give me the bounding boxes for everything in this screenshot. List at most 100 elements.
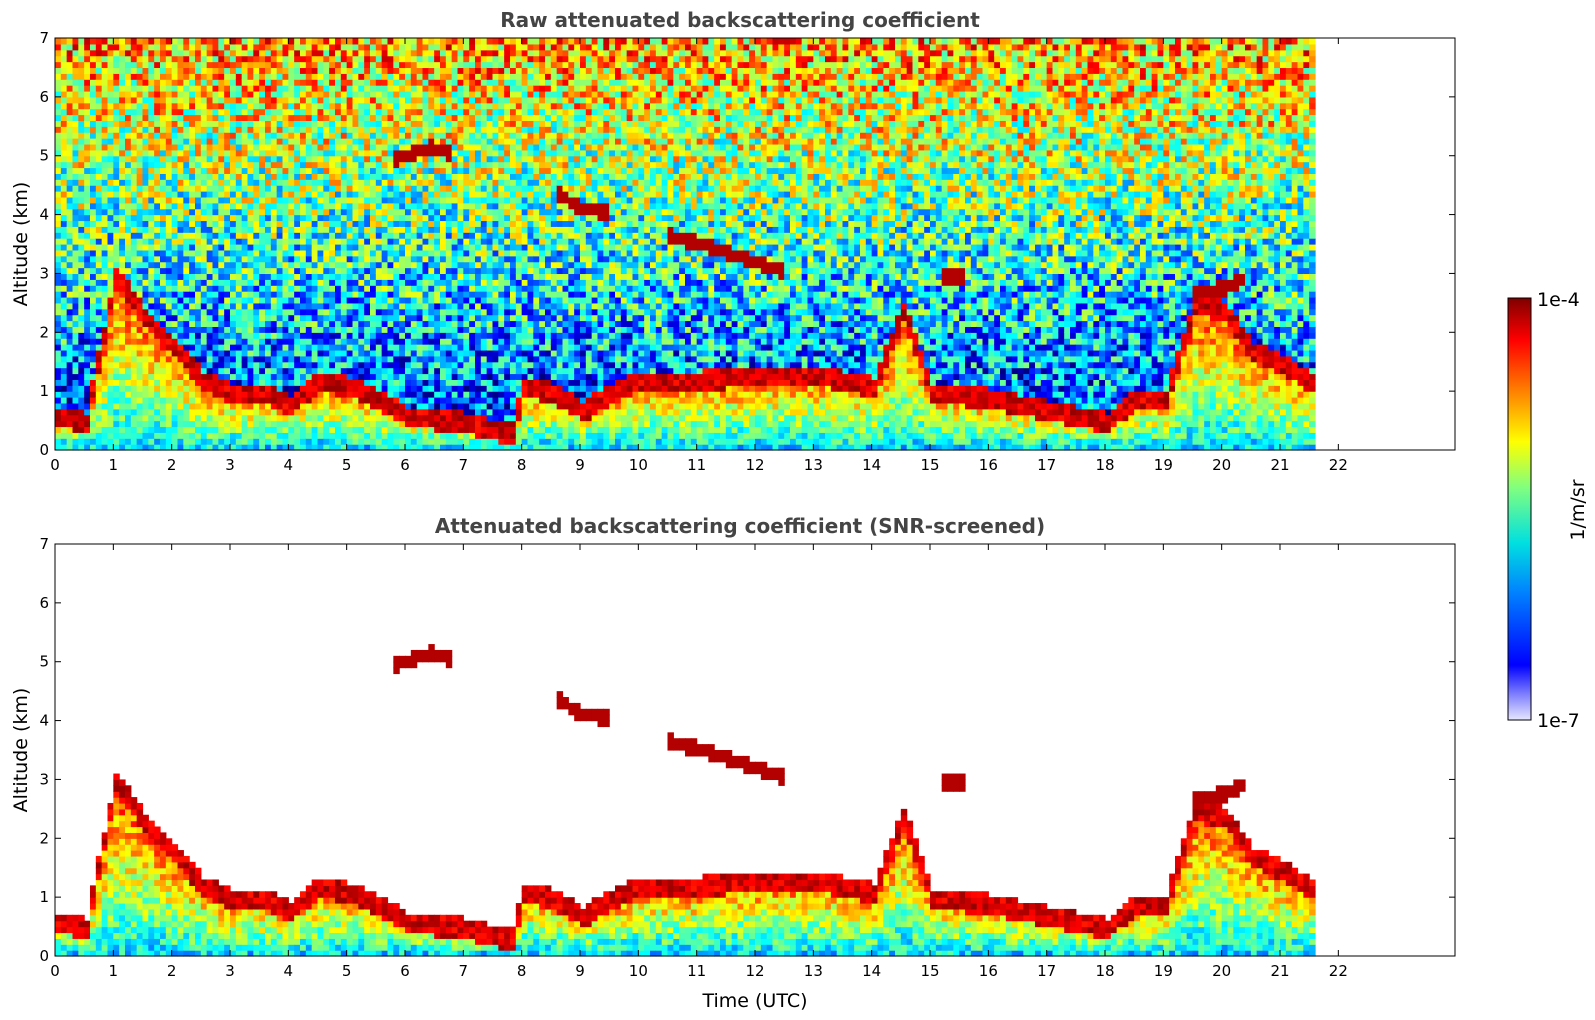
heatmap-cell [102, 56, 108, 62]
heatmap-cell [353, 321, 359, 327]
heatmap-cell [166, 273, 172, 279]
heatmap-cell [306, 167, 312, 173]
heatmap-cell [201, 97, 207, 103]
heatmap-cell [96, 256, 102, 262]
heatmap-cell [218, 244, 224, 250]
heatmap-cell [288, 44, 294, 50]
heatmap-cell [428, 285, 434, 291]
heatmap-cell [178, 238, 184, 244]
heatmap-cell [452, 397, 458, 403]
heatmap-cell [370, 238, 376, 244]
heatmap-cell [61, 220, 67, 226]
heatmap-cell [382, 244, 388, 250]
heatmap-cell [446, 403, 452, 409]
heatmap-cell [458, 50, 464, 56]
heatmap-cell [288, 109, 294, 115]
heatmap-cell [55, 44, 61, 50]
heatmap-cell [119, 150, 125, 156]
heatmap-cell [253, 256, 259, 262]
heatmap-cell [393, 397, 399, 403]
heatmap-cell [259, 56, 265, 62]
heatmap-cell [341, 44, 347, 50]
heatmap-cell [189, 250, 195, 256]
heatmap-cell [84, 385, 90, 391]
heatmap-cell [230, 432, 236, 438]
heatmap-cell [347, 373, 353, 379]
heatmap-cell [90, 332, 96, 338]
heatmap-cell [213, 103, 219, 109]
heatmap-cell [376, 138, 382, 144]
heatmap-cell [417, 326, 423, 332]
heatmap-cell [67, 209, 73, 215]
heatmap-cell [446, 356, 452, 362]
heatmap-cell [166, 256, 172, 262]
heatmap-cell [224, 209, 230, 215]
heatmap-cell [160, 309, 166, 315]
heatmap-cell [294, 332, 300, 338]
heatmap-cell [131, 238, 137, 244]
heatmap-cell [172, 338, 178, 344]
heatmap-cell [283, 326, 289, 332]
heatmap-cell [55, 285, 61, 291]
heatmap-cell [259, 144, 265, 150]
heatmap-cell [382, 432, 388, 438]
heatmap-cell [458, 179, 464, 185]
heatmap-cell [84, 438, 90, 444]
heatmap-cell [423, 379, 429, 385]
heatmap-cell [388, 91, 394, 97]
heatmap-cell [428, 226, 434, 232]
heatmap-cell [125, 356, 131, 362]
heatmap-cell [458, 85, 464, 91]
heatmap-cell [370, 197, 376, 203]
heatmap-cell [288, 238, 294, 244]
heatmap-cell [172, 120, 178, 126]
heatmap-cell [452, 403, 458, 409]
heatmap-cell [259, 197, 265, 203]
heatmap-cell [213, 279, 219, 285]
heatmap-cell [353, 315, 359, 321]
heatmap-cell [259, 138, 265, 144]
heatmap-cell [294, 256, 300, 262]
heatmap-cell [160, 344, 166, 350]
heatmap-cell [347, 197, 353, 203]
heatmap-cell [201, 162, 207, 168]
heatmap-cell [154, 421, 160, 427]
heatmap-cell [248, 415, 254, 421]
heatmap-cell [318, 215, 324, 221]
heatmap-cell [172, 273, 178, 279]
heatmap-cell [259, 191, 265, 197]
heatmap-cell [271, 85, 277, 91]
heatmap-cell [218, 321, 224, 327]
heatmap-cell [213, 67, 219, 73]
heatmap-cell [312, 185, 318, 191]
heatmap-cell [131, 309, 137, 315]
heatmap-cell [102, 309, 108, 315]
heatmap-cell [335, 191, 341, 197]
heatmap-cell [353, 415, 359, 421]
heatmap-cell [283, 309, 289, 315]
heatmap-cell [434, 344, 440, 350]
heatmap-cell [253, 362, 259, 368]
heatmap-cell [61, 350, 67, 356]
heatmap-cell [312, 297, 318, 303]
heatmap-cell [119, 262, 125, 268]
heatmap-cell [61, 238, 67, 244]
heatmap-cell [143, 232, 149, 238]
heatmap-cell [236, 62, 242, 68]
heatmap-cell [347, 256, 353, 262]
heatmap-cell [399, 321, 405, 327]
heatmap-cell [253, 268, 259, 274]
heatmap-cell [224, 91, 230, 97]
heatmap-cell [323, 332, 329, 338]
heatmap-cell [218, 103, 224, 109]
heatmap-cell [84, 156, 90, 162]
heatmap-cell [172, 138, 178, 144]
heatmap-cell [428, 97, 434, 103]
heatmap-cell [358, 103, 364, 109]
heatmap-cell [108, 397, 114, 403]
heatmap-cell [96, 409, 102, 415]
heatmap-cell [388, 73, 394, 79]
heatmap-cell [61, 321, 67, 327]
heatmap-cell [67, 403, 73, 409]
heatmap-cell [423, 120, 429, 126]
